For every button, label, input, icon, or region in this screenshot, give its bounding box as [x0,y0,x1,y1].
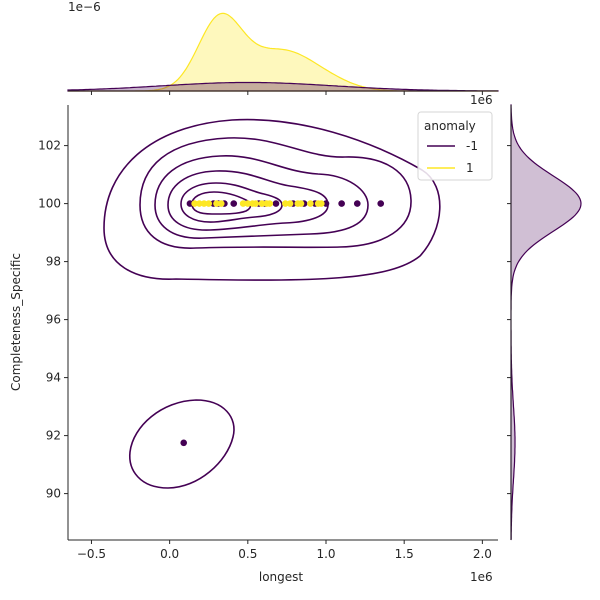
scatter-point [205,200,213,207]
scatter-point [217,200,225,207]
top-marginal-panel: 1e−6 1e6 [67,0,499,107]
scatter-point [244,200,252,207]
y-tick-label: 90 [46,487,61,501]
legend: anomaly -1 1 [417,111,493,181]
scatter-point [191,200,198,207]
top-marginal-x-offset-text: 1e6 [470,93,493,107]
scatter-point [239,200,247,207]
legend-label-negative: -1 [466,139,478,153]
scatter-point [297,200,305,207]
scatter-point [318,200,325,207]
kde-contour-outlier [129,399,235,489]
scatter-point [252,200,259,207]
y-tick-label: 94 [46,371,61,385]
scatter-point [196,200,203,207]
scatter-point [180,439,188,447]
right-marginal-ticks [507,145,511,495]
scatter-point [338,200,345,207]
x-tick-label: 1.0 [316,547,335,561]
scatter-point [213,200,220,207]
x-tick-label: 2.0 [473,547,492,561]
joint-panel: −0.5 0.0 0.5 1.0 1.5 2.0 90 92 94 96 98 100 102 lon… [9,105,498,584]
top-marginal-kde-negative [67,81,499,92]
x-tick-label: 0.0 [160,547,179,561]
scatter-point [286,200,294,207]
x-tick-label: 0.5 [238,547,257,561]
scatter-point [272,200,280,207]
y-tick-label: 102 [38,139,61,153]
y-tick-label: 100 [38,197,61,211]
y-tick-label: 98 [46,255,61,269]
y-axis-label: Completeness_Specific [9,253,23,391]
scatter-point [307,200,314,207]
legend-title: anomaly [424,119,476,133]
scatter-point [200,200,208,207]
x-axis-label: longest [259,570,304,584]
legend-label-positive: 1 [466,161,474,175]
top-marginal-offset-text: 1e−6 [68,0,101,14]
scatter-point [258,200,266,207]
right-marginal-panel [507,104,582,541]
scatter-point [230,200,238,207]
scatter-point [282,200,289,207]
y-axis-ticks: 90 92 94 96 98 100 102 [38,139,68,501]
kde-contour-level-3 [154,155,369,239]
x-axis-ticks: −0.5 0.0 0.5 1.0 1.5 2.0 [77,540,492,561]
scatter-series-positive [191,200,325,207]
scatter-point [186,200,194,207]
top-marginal-ticks [90,91,483,95]
y-tick-label: 92 [46,429,61,443]
kde-contour-level-1 [103,118,441,281]
y-tick-label: 96 [46,313,61,327]
scatter-point [266,200,274,207]
x-tick-label: −0.5 [77,547,106,561]
scatter-point [377,200,385,207]
right-marginal-kde-negative [510,104,582,541]
kde-contour-level-5 [180,182,283,223]
x-axis-offset-text: 1e6 [470,570,493,584]
kde-contour-level-4 [167,170,329,231]
scatter-point [322,200,330,207]
kde-contour-level-2 [139,137,412,249]
kde-contours [103,118,441,489]
x-tick-label: 1.5 [395,547,414,561]
top-marginal-kde-positive [68,12,498,92]
scatter-point [353,200,361,207]
